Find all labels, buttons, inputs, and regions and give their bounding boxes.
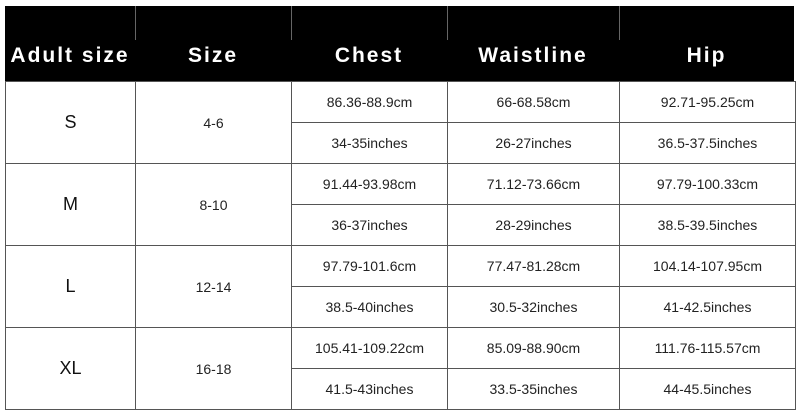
hip-in-cell: 36.5-37.5inches <box>619 122 796 164</box>
table-row: XL 16-18 105.41-109.22cm 85.09-88.90cm 1… <box>5 327 796 410</box>
chest-in-cell: 36-37inches <box>291 204 448 246</box>
adult-size-cell: S <box>5 81 136 164</box>
table-row: S 4-6 86.36-88.9cm 66-68.58cm 92.71-95.2… <box>5 81 796 164</box>
waist-cm-cell: 71.12-73.66cm <box>447 163 620 205</box>
header-divider <box>135 6 136 40</box>
header-chest: Chest <box>334 44 404 67</box>
hip-cm-cell: 92.71-95.25cm <box>619 81 796 123</box>
table-row: 38.5-40inches 30.5-32inches 41-42.5inche… <box>6 286 796 328</box>
table-row: M 8-10 91.44-93.98cm 71.12-73.66cm 97.79… <box>5 163 796 246</box>
hip-cm-cell: 104.14-107.95cm <box>619 245 796 287</box>
chest-cm-cell: 91.44-93.98cm <box>291 163 448 205</box>
header-divider <box>619 6 620 40</box>
chest-in-cell: 38.5-40inches <box>291 286 448 328</box>
header-divider <box>291 6 292 40</box>
size-table: S 4-6 86.36-88.9cm 66-68.58cm 92.71-95.2… <box>5 81 796 410</box>
table-header: Adult size Size Chest Waistline Hip <box>5 6 794 81</box>
waist-cm-cell: 66-68.58cm <box>447 81 620 123</box>
header-hip: Hip <box>686 44 727 67</box>
table-row: 34-35inches 26-27inches 36.5-37.5inches <box>6 122 796 164</box>
header-waistline: Waistline <box>478 44 588 67</box>
hip-in-cell: 44-45.5inches <box>619 368 796 410</box>
chest-cm-cell: 105.41-109.22cm <box>291 327 448 369</box>
hip-cm-cell: 97.79-100.33cm <box>619 163 796 205</box>
table-row: 36-37inches 28-29inches 38.5-39.5inches <box>6 204 796 246</box>
adult-size-cell: M <box>5 163 136 246</box>
header-adult-size: Adult size <box>10 44 130 67</box>
hip-in-cell: 38.5-39.5inches <box>619 204 796 246</box>
waist-in-cell: 30.5-32inches <box>447 286 620 328</box>
waist-cm-cell: 85.09-88.90cm <box>447 327 620 369</box>
adult-size-cell: XL <box>5 327 136 410</box>
size-cell: 4-6 <box>135 81 292 164</box>
chest-cm-cell: 86.36-88.9cm <box>291 81 448 123</box>
waist-in-cell: 26-27inches <box>447 122 620 164</box>
waist-in-cell: 28-29inches <box>447 204 620 246</box>
size-cell: 8-10 <box>135 163 292 246</box>
waist-cm-cell: 77.47-81.28cm <box>447 245 620 287</box>
table-row: L 12-14 97.79-101.6cm 77.47-81.28cm 104.… <box>5 245 796 328</box>
header-size: Size <box>187 44 239 67</box>
adult-size-cell: L <box>5 245 136 328</box>
size-cell: 12-14 <box>135 245 292 328</box>
chest-cm-cell: 97.79-101.6cm <box>291 245 448 287</box>
hip-in-cell: 41-42.5inches <box>619 286 796 328</box>
header-divider <box>447 6 448 40</box>
chest-in-cell: 41.5-43inches <box>291 368 448 410</box>
waist-in-cell: 33.5-35inches <box>447 368 620 410</box>
chest-in-cell: 34-35inches <box>291 122 448 164</box>
table-row: 41.5-43inches 33.5-35inches 44-45.5inche… <box>6 368 796 410</box>
hip-cm-cell: 111.76-115.57cm <box>619 327 796 369</box>
size-cell: 16-18 <box>135 327 292 410</box>
